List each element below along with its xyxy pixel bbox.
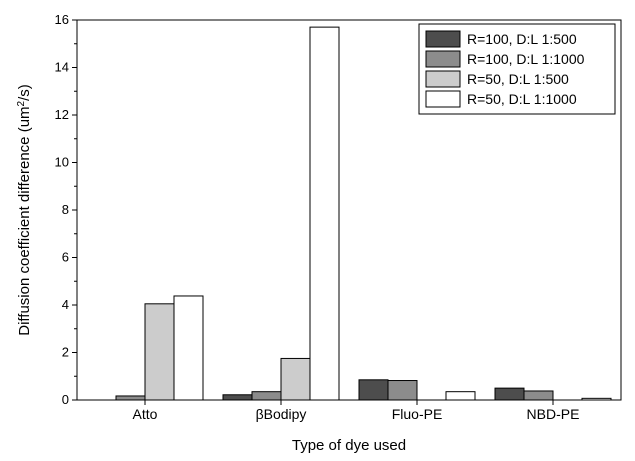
bar	[494, 387, 525, 401]
y-axis-title: Diffusion coefficient difference (um2/s)	[16, 84, 34, 336]
bar	[309, 26, 340, 401]
legend: R=100, D:L 1:500 R=100, D:L 1:1000 R=50, D…	[418, 23, 616, 115]
x-tick-label: βBodipy	[256, 406, 307, 422]
plot-frame	[76, 19, 622, 401]
y-tick-label: 0	[62, 392, 69, 407]
legend-label: R=100, D:L 1:500	[467, 31, 577, 47]
legend-label: R=50, D:L 1:1000	[467, 91, 577, 107]
bar	[115, 395, 146, 401]
legend-swatch	[425, 70, 461, 88]
bar	[144, 303, 175, 401]
legend-swatch	[425, 90, 461, 108]
y-tick-label: 16	[55, 12, 69, 27]
bar	[222, 394, 253, 401]
x-axis-title: Type of dye used	[292, 437, 406, 454]
x-tick-label: Fluo-PE	[392, 406, 443, 422]
y-tick-label: 6	[62, 250, 69, 265]
bar	[173, 295, 204, 401]
y-tick-label: 14	[55, 60, 69, 75]
y-tick-label: 8	[62, 202, 69, 217]
legend-label: R=100, D:L 1:1000	[467, 51, 585, 67]
bar	[280, 357, 311, 401]
x-tick-label: Atto	[133, 406, 158, 422]
legend-swatch	[425, 50, 461, 68]
y-tick-label: 12	[55, 107, 69, 122]
y-tick-label: 2	[62, 345, 69, 360]
legend-label: R=50, D:L 1:500	[467, 71, 569, 87]
bar	[387, 380, 418, 401]
y-axis-ticks: 0 2 4 6 8 10 12 14 16	[55, 12, 77, 407]
y-tick-label: 10	[55, 155, 69, 170]
bar	[445, 391, 476, 401]
bars	[115, 26, 612, 401]
x-tick-label: NBD-PE	[527, 406, 580, 422]
bar	[523, 390, 554, 401]
legend-swatch	[425, 30, 461, 48]
x-axis-tick-labels: Atto βBodipy Fluo-PE NBD-PE	[133, 400, 580, 422]
bar	[251, 391, 282, 401]
bar	[358, 379, 389, 401]
y-tick-label: 4	[62, 297, 69, 312]
